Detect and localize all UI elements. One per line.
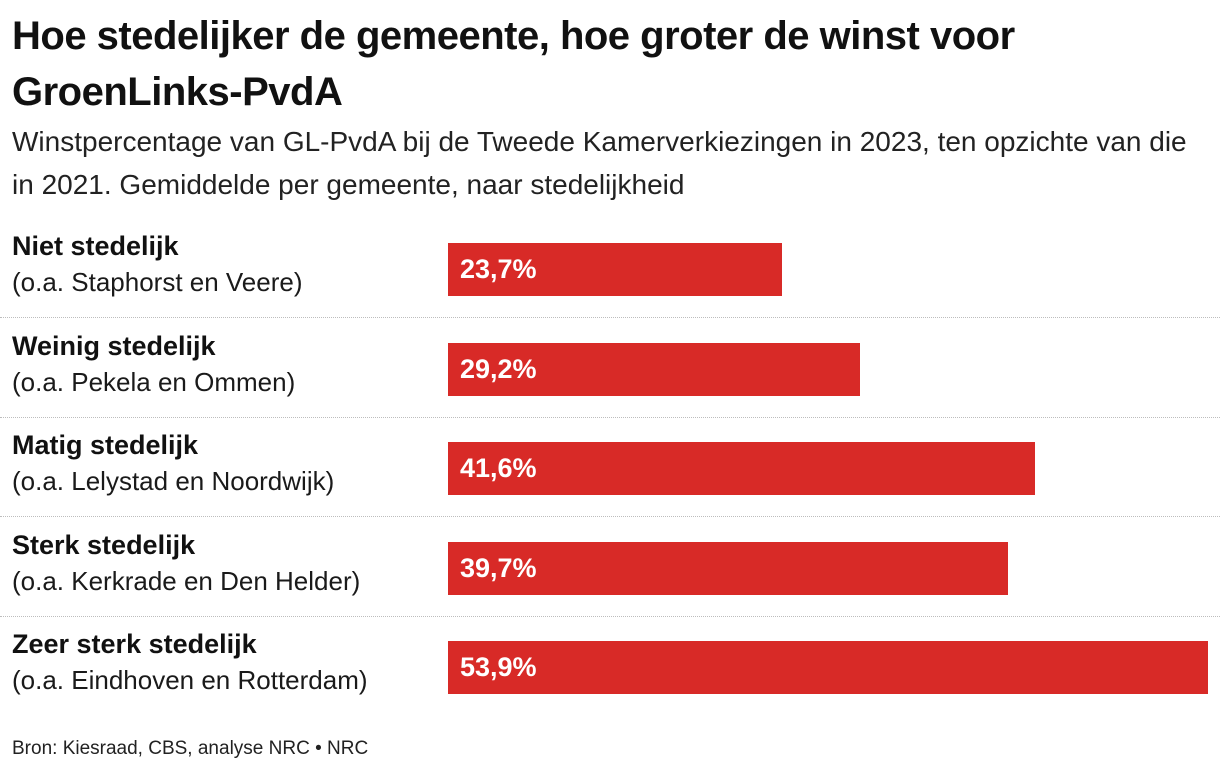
bar-row: Weinig stedelijk (o.a. Pekela en Ommen) 29… [0,318,1220,418]
bar [448,442,1035,495]
bar-value-label: 53,9% [460,652,537,682]
category-examples: (o.a. Pekela en Ommen) [12,366,296,397]
category-label: Niet stedelijk (o.a. Staphorst en Veere) [12,228,303,300]
bar [448,541,1008,595]
category-name: Sterk stedelijk [12,529,196,560]
bar-row: Zeer sterk stedelijk (o.a. Eindhoven en R… [0,616,1220,715]
bar-row: Sterk stedelijk (o.a. Kerkrade en Den Hel… [0,517,1220,617]
category-label: Zeer sterk stedelijk (o.a. Eindhoven en R… [12,626,368,698]
bar-value-label: 29,2% [460,353,537,384]
category-label: Matig stedelijk (o.a. Lelystad en Noordwi… [12,427,334,499]
bar [448,342,860,396]
category-name: Weinig stedelijk [12,330,216,361]
bar-row: Matig stedelijk (o.a. Lelystad en Noordwi… [0,417,1220,517]
bar-row: Niet stedelijk (o.a. Staphorst en Veere) 2… [0,218,1220,318]
bar-value-label: 23,7% [460,254,537,284]
category-name: Matig stedelijk [12,430,199,460]
bar-value-label: 41,6% [460,453,537,483]
bar [448,243,783,296]
category-name: Niet stedelijk [12,231,179,261]
chart-title: Hoe stedelijker de gemeente, hoe groter … [12,14,1015,114]
category-examples: (o.a. Lelystad en Noordwijk) [12,466,335,496]
category-examples: (o.a. Staphorst en Veere) [12,267,303,297]
category-label: Sterk stedelijk (o.a. Kerkrade en Den Hel… [12,527,360,599]
category-examples: (o.a. Eindhoven en Rotterdam) [12,665,368,695]
bar-value-label: 39,7% [460,552,537,583]
category-name: Zeer sterk stedelijk [12,629,257,659]
category-examples: (o.a. Kerkrade en Den Helder) [12,565,361,596]
chart-subtitle: Winstpercentage van GL-PvdA bij de Tweed… [12,126,1187,200]
source-note: Bron: Kiesraad, CBS, analyse NRC • NRC [12,738,369,759]
bar [448,641,1208,694]
category-label: Weinig stedelijk (o.a. Pekela en Ommen) [12,328,295,400]
